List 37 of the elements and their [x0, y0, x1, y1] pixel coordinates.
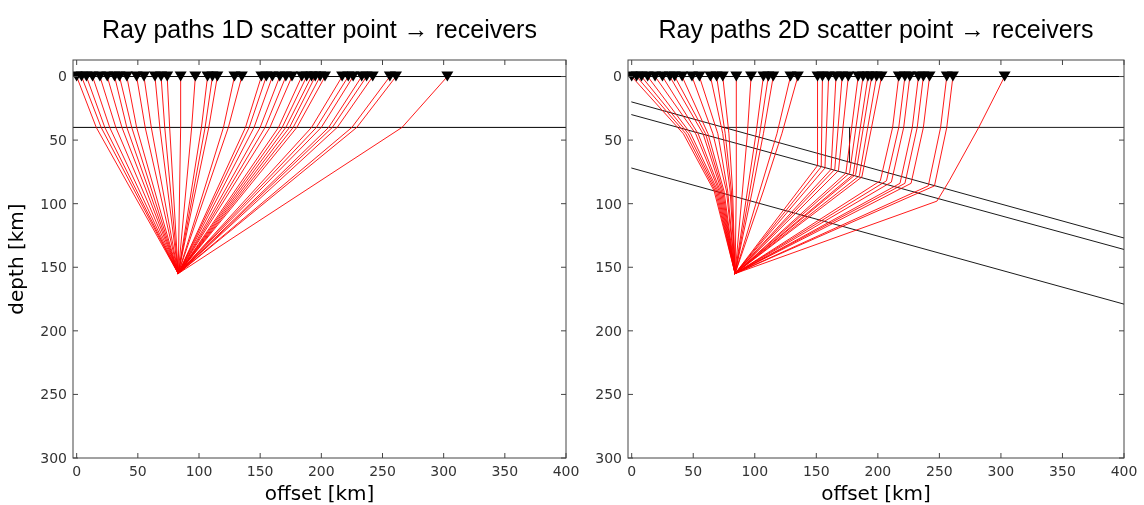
x-tick-label: 150	[246, 463, 274, 479]
y-tick-label: 150	[40, 259, 67, 276]
x-tick-label: 0	[627, 463, 637, 479]
x-tick-label: 100	[741, 463, 769, 479]
x-tick-label: 250	[369, 463, 396, 479]
x-tick-label: 200	[864, 463, 892, 479]
y-tick-label: 250	[40, 386, 67, 403]
x-tick-label: 300	[987, 463, 1015, 479]
y-tick-label: 100	[40, 195, 67, 212]
x-tick-label: 200	[307, 463, 335, 479]
y-tick-label: 0	[613, 68, 622, 85]
x-tick-label: 300	[430, 463, 458, 479]
x-tick-label: 50	[128, 463, 147, 479]
x-tick-label: 400	[552, 463, 580, 479]
y-tick-label: 0	[58, 68, 67, 85]
x-tick-label: 100	[185, 463, 213, 479]
y-tick-label: 300	[595, 449, 622, 466]
x-axis-title: offset [km]	[821, 481, 931, 505]
y-tick-label: 150	[595, 259, 622, 276]
y-tick-label: 50	[49, 132, 67, 149]
x-axis-title: offset [km]	[264, 481, 375, 505]
y-tick-label: 100	[595, 195, 622, 212]
x-tick-label: 350	[1049, 463, 1076, 479]
x-tick-label: 250	[926, 463, 953, 479]
x-tick-label: 0	[72, 463, 82, 479]
chart-title: Ray paths 1D scatter point → receivers	[102, 15, 537, 43]
chart-title: Ray paths 2D scatter point → receivers	[658, 15, 1094, 43]
x-tick-label: 350	[491, 463, 519, 479]
y-tick-label: 250	[595, 386, 622, 403]
x-tick-label: 400	[1110, 463, 1138, 479]
y-tick-label: 200	[595, 322, 622, 339]
x-tick-label: 150	[802, 463, 830, 479]
x-tick-label: 50	[684, 463, 703, 479]
y-tick-label: 300	[40, 449, 67, 466]
y-tick-label: 200	[40, 322, 67, 339]
y-axis-title: depth [km]	[4, 203, 28, 315]
y-tick-label: 50	[604, 132, 622, 149]
